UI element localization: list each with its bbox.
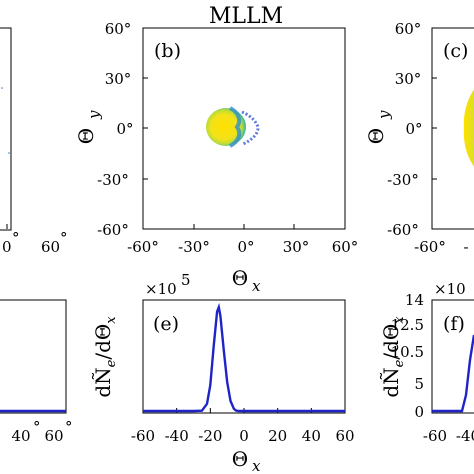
panel-f-ytick-label: 5 [414,375,424,393]
panel-b-blob-speckle [251,128,255,132]
panel-c-ytick-label: -30° [387,171,419,189]
panel-c-ylabel-sub: y [375,110,393,120]
panel-f-label: (f) [443,313,465,335]
panel-e-xlabel-sub: x [252,457,261,474]
panel-b-ytick-label: 0° [116,120,133,138]
panel-b-blob [206,106,260,148]
panel-e-frame [142,299,346,414]
panel-b-xtick-label: -30° [178,238,210,256]
panel-c-ylabel-main: Θ [364,128,388,144]
panel-a-top-fragment: 0 ° 60 ° [0,27,68,256]
panel-c-ytick-label: 60° [395,20,422,38]
panel-e-ylabel-text: dÑe/dΘx [91,316,119,398]
panel-f-ylabel-text: dÑe/dΘx [379,316,407,398]
panel-d-frame [0,299,67,414]
panel-a-point [8,152,10,154]
panel-e-exponent-base: ×10 [145,280,177,298]
panel-b-ylabel-sub: y [85,110,103,120]
panel-d-fragment: 40 60 ° ° [0,299,73,445]
panel-b-xtick-label: 30° [283,238,310,256]
panel-b-ytick-label: -30° [97,171,129,189]
panel-b-ylabel: Θ y [74,110,103,144]
panel-a-top-frame [0,27,12,231]
panel-b-ytick-label: -60° [97,221,129,239]
panel-e-xtick-label: 0 [239,427,249,445]
panel-b-xlabel-main: Θ [232,266,248,290]
panel-f-ytick-label: 0 [414,403,424,421]
panel-b: (b) 60° 30° 0° -30° -60° -60° -30° 0° 30… [74,20,358,295]
panel-b-blob-edge [228,106,242,148]
panel-f-ytick-label: 10.5 [391,343,424,361]
panel-e-series-line [143,302,345,413]
panel-b-ytick-label: 60° [105,20,132,38]
panel-a-degree-60: ° [60,229,68,247]
panel-c-blob [463,89,474,167]
panel-c-ytick-label: 30° [395,70,422,88]
panel-e-xtick-label: 60 [335,427,354,445]
panel-e-xlabel: Θ x [232,447,261,474]
panel-b-y-ticks: 60° 30° 0° -30° -60° [97,20,148,239]
panel-e-xtick-label: -60 [131,427,155,445]
panel-d-xtick-label: 40 [11,427,30,445]
panel-b-blob-core [206,108,246,146]
panel-b-xlabel-sub: x [252,277,261,295]
panel-c-ylabel: Θ y [364,110,393,144]
panel-e-x-ticks: -60 -40 -20 0 20 40 60 [131,408,355,445]
panel-f-ylabel: dÑe/dΘx [379,316,407,398]
panel-f: (f) ×10 14 12.5 10.5 5 0 -60 -40 dÑe/dΘx [379,280,474,445]
figure-title: MLLM [209,4,283,29]
panel-d-degree: ° [65,418,73,436]
panel-a-point [1,87,3,89]
panel-f-xtick-label: -40 [456,427,474,445]
panel-e-xtick-label: -40 [165,427,189,445]
panel-c: (c) 60° 30° 0° -30° -60° -60° - Θ y [364,20,474,256]
panel-a-degree: ° [12,229,20,247]
panel-b-ytick-label: 30° [105,70,132,88]
panel-b-xlabel: Θ x [232,266,261,295]
panel-b-x-ticks: -60° -30° 0° 30° 60° [127,224,358,256]
panel-b-blob-speckle [248,118,252,122]
panel-a-xtick-60: 60 [41,238,60,256]
panel-c-xtick-label: -60° [414,238,446,256]
panel-b-blob-halo [241,110,260,146]
panel-e-xtick-label: 20 [268,427,287,445]
panel-e-exponent: ×10 5 [145,271,191,298]
panel-b-label: (b) [154,40,181,62]
panel-f-exponent: ×10 [434,280,466,298]
panel-a-xtick-0: 0 [2,238,12,256]
panel-d-degree: ° [33,418,41,436]
panel-c-xtick-label: - [463,238,468,256]
panel-b-blob-speckle [245,132,249,136]
panel-c-ytick-label: -60° [387,221,419,239]
panel-f-ytick-label: 12.5 [391,316,424,334]
panel-c-ytick-label: 0° [405,120,422,138]
panel-c-label: (c) [443,40,468,62]
panel-e-exponent-power: 5 [181,271,191,289]
panel-b-xtick-label: 0° [237,238,254,256]
panel-e-xtick-label: 40 [302,427,321,445]
panel-e-ylabel: dÑe/dΘx [91,316,119,398]
panel-e-label: (e) [153,313,179,335]
panel-b-xtick-label: -60° [127,238,159,256]
panel-b-ylabel-main: Θ [74,128,98,144]
panel-f-xtick-label: -60 [423,427,447,445]
panel-e-xtick-label: -20 [198,427,222,445]
panel-e: (e) ×10 5 -60 -40 -20 0 20 40 60 dÑe/dΘx Θ x [91,271,355,474]
panel-e-xlabel-main: Θ [232,447,248,471]
panel-f-series-line [432,334,474,413]
panel-d-xtick-label: 60 [44,427,63,445]
panel-b-xtick-label: 60° [332,238,359,256]
panel-f-ytick-label: 14 [405,291,424,309]
